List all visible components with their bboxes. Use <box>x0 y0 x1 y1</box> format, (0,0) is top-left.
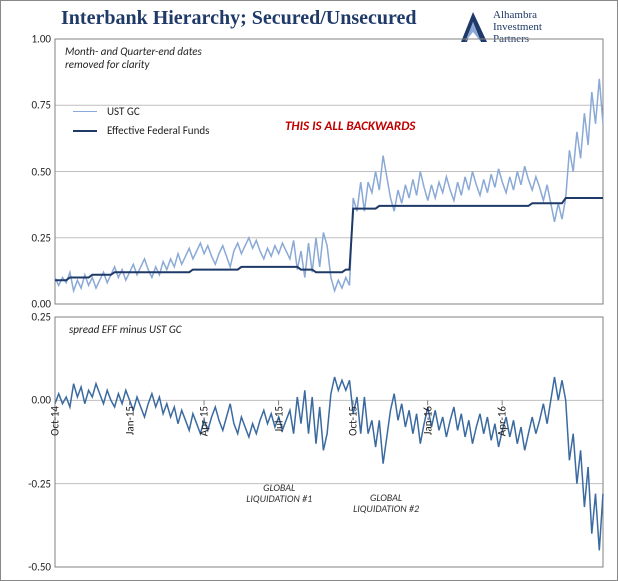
y-tick-label: 0.75 <box>31 99 51 112</box>
legend: UST GC Effective Federal Funds <box>73 105 209 143</box>
legend-item: UST GC <box>73 105 209 118</box>
x-tick-label: Jul-15 <box>272 406 285 432</box>
x-tick-label: Oct-15 <box>347 406 360 436</box>
legend-swatch <box>73 111 97 112</box>
bottom-note: spread EFF minus UST GC <box>69 323 182 336</box>
legend-label: Effective Federal Funds <box>107 124 209 137</box>
legend-label: UST GC <box>107 105 140 118</box>
bottom-chart-svg <box>55 317 603 567</box>
legend-swatch <box>73 130 97 132</box>
x-tick-label: Jan-15 <box>123 406 136 435</box>
bottom-chart: spread EFF minus UST GC -0.50-0.250.000.… <box>55 317 603 567</box>
y-tick-label: -0.25 <box>28 477 51 490</box>
annotation: GLOBALLIQUIDATION #1 <box>234 482 324 504</box>
chart-container: Interbank Hierarchy; Secured/Unsecured A… <box>0 0 618 581</box>
x-tick-label: Apr-15 <box>198 406 211 436</box>
callout-text: THIS IS ALL BACKWARDS <box>285 119 415 134</box>
logo-line1: Alhambra <box>493 9 542 21</box>
chart-title: Interbank Hierarchy; Secured/Unsecured <box>61 7 417 30</box>
logo-line2: Investment <box>493 21 542 33</box>
y-tick-label: -0.50 <box>28 561 51 574</box>
annotation: GLOBALLIQUIDATION #2 <box>341 492 431 514</box>
top-note: Month- and Quarter-end datesremoved for … <box>65 45 202 71</box>
x-tick-label: Oct-14 <box>49 406 62 436</box>
y-tick-label: 0.00 <box>31 298 51 311</box>
y-tick-label: 1.00 <box>31 33 51 46</box>
x-tick-label: Apr-16 <box>496 406 509 436</box>
y-tick-label: 0.25 <box>31 311 51 324</box>
x-tick-label: Jan-16 <box>421 406 434 435</box>
legend-item: Effective Federal Funds <box>73 124 209 137</box>
y-tick-label: 0.25 <box>31 231 51 244</box>
y-tick-label: 0.50 <box>31 165 51 178</box>
top-chart-svg <box>55 39 603 304</box>
top-chart: Month- and Quarter-end datesremoved for … <box>55 39 603 304</box>
